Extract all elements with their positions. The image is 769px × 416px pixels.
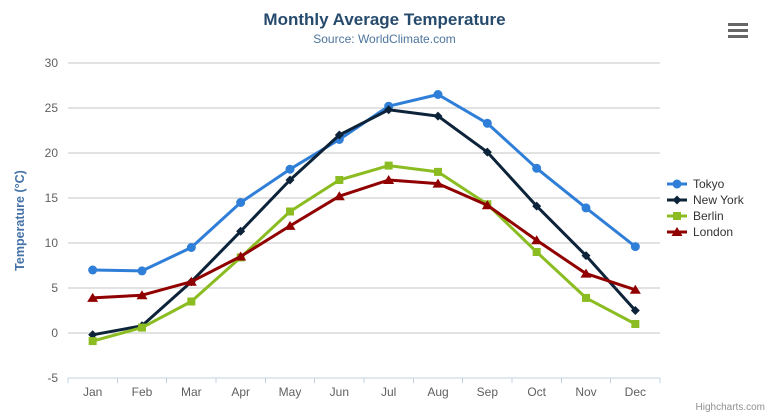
x-axis-label: Apr bbox=[231, 385, 250, 399]
legend-item-london[interactable]: London bbox=[666, 224, 744, 240]
diamond-marker-icon[interactable] bbox=[672, 195, 682, 205]
series-line bbox=[91, 108, 637, 337]
data-point[interactable] bbox=[335, 176, 344, 184]
data-point[interactable] bbox=[88, 330, 98, 340]
x-axis-label: Sep bbox=[477, 385, 499, 399]
data-point[interactable] bbox=[186, 243, 196, 252]
data-point[interactable] bbox=[286, 207, 294, 216]
data-point[interactable] bbox=[630, 242, 640, 252]
data-point[interactable] bbox=[631, 320, 640, 328]
series-line bbox=[91, 178, 637, 300]
square-marker-icon[interactable] bbox=[673, 212, 681, 220]
data-point[interactable] bbox=[580, 268, 592, 278]
y-axis-label: 30 bbox=[45, 56, 59, 70]
data-point[interactable] bbox=[87, 292, 99, 302]
x-axis-label: Aug bbox=[427, 385, 448, 399]
hamburger-icon bbox=[728, 34, 748, 38]
data-point[interactable] bbox=[532, 163, 542, 173]
data-point[interactable] bbox=[532, 201, 542, 211]
series-tokyo bbox=[88, 90, 640, 276]
data-point[interactable] bbox=[531, 235, 543, 245]
data-point[interactable] bbox=[482, 118, 492, 128]
data-point[interactable] bbox=[138, 323, 146, 332]
square-marker-icon bbox=[667, 212, 687, 220]
x-axis-label: Dec bbox=[625, 385, 646, 399]
hamburger-icon bbox=[728, 28, 748, 32]
y-axis-title: Temperature (°C) bbox=[13, 170, 27, 271]
legend-item-label: Berlin bbox=[693, 209, 724, 223]
x-axis-label: Mar bbox=[181, 385, 202, 399]
x-axis-label: Oct bbox=[527, 385, 546, 399]
data-point[interactable] bbox=[629, 284, 641, 294]
data-point[interactable] bbox=[88, 337, 97, 346]
data-point[interactable] bbox=[432, 178, 444, 188]
triangle-marker-icon[interactable] bbox=[671, 227, 683, 236]
data-point[interactable] bbox=[284, 220, 296, 230]
series-line bbox=[91, 164, 637, 343]
y-axis-label: 10 bbox=[45, 236, 59, 250]
data-point[interactable] bbox=[285, 164, 295, 174]
y-axis-label: 25 bbox=[45, 101, 59, 115]
data-point[interactable] bbox=[482, 147, 492, 157]
data-point[interactable] bbox=[236, 226, 246, 236]
triangle-marker-icon bbox=[667, 227, 687, 236]
y-axis-label: 15 bbox=[45, 191, 59, 205]
x-axis-label: May bbox=[279, 385, 302, 399]
x-axis-label: Nov bbox=[575, 385, 596, 399]
x-axis-label: Feb bbox=[132, 385, 153, 399]
data-point[interactable] bbox=[185, 276, 197, 286]
data-point[interactable] bbox=[383, 175, 395, 184]
data-point[interactable] bbox=[433, 90, 443, 99]
data-point[interactable] bbox=[88, 265, 98, 275]
data-point[interactable] bbox=[136, 290, 148, 300]
y-axis-label: 20 bbox=[45, 146, 59, 160]
legend-item-berlin[interactable]: Berlin bbox=[666, 208, 744, 224]
data-point[interactable] bbox=[187, 297, 196, 306]
data-point[interactable] bbox=[384, 161, 393, 170]
legend-item-new-york[interactable]: New York bbox=[666, 192, 744, 208]
chart-subtitle: Source: WorldClimate.com bbox=[313, 32, 456, 46]
data-point[interactable] bbox=[334, 130, 344, 140]
y-axis-label: 0 bbox=[51, 326, 58, 340]
series-new-york bbox=[88, 105, 640, 340]
legend-item-label: London bbox=[693, 225, 734, 239]
legend-item-tokyo[interactable]: Tokyo bbox=[666, 176, 744, 192]
legend-item-label: New York bbox=[693, 193, 744, 207]
data-point[interactable] bbox=[236, 198, 246, 207]
y-axis-label: 5 bbox=[51, 281, 58, 295]
data-point[interactable] bbox=[333, 191, 345, 201]
chart-title: Monthly Average Temperature bbox=[263, 10, 506, 29]
data-point[interactable] bbox=[532, 248, 541, 256]
data-point[interactable] bbox=[285, 175, 295, 185]
circle-marker-icon bbox=[667, 179, 687, 189]
x-axis-label: Jan bbox=[83, 385, 102, 399]
circle-marker-icon[interactable] bbox=[672, 179, 682, 189]
data-point[interactable] bbox=[582, 293, 590, 302]
data-point[interactable] bbox=[581, 251, 591, 261]
data-point[interactable] bbox=[481, 200, 493, 210]
data-point[interactable] bbox=[581, 203, 591, 213]
data-point[interactable] bbox=[630, 306, 640, 315]
data-point[interactable] bbox=[384, 105, 394, 115]
export-menu-button[interactable] bbox=[726, 18, 754, 42]
legend: Tokyo New York Berlin London bbox=[666, 176, 744, 240]
legend-item-label: Tokyo bbox=[693, 177, 725, 191]
series-london bbox=[87, 175, 641, 302]
x-axis-label: Jul bbox=[381, 385, 396, 399]
data-point[interactable] bbox=[137, 266, 147, 276]
credits-link[interactable]: Highcharts.com bbox=[695, 402, 765, 413]
diamond-marker-icon bbox=[667, 195, 687, 205]
y-axis-label: -5 bbox=[47, 371, 58, 385]
x-axis-label: Jun bbox=[330, 385, 349, 399]
data-point[interactable] bbox=[235, 251, 247, 261]
data-point[interactable] bbox=[434, 167, 442, 176]
data-point[interactable] bbox=[433, 111, 443, 121]
hamburger-icon bbox=[728, 22, 748, 26]
